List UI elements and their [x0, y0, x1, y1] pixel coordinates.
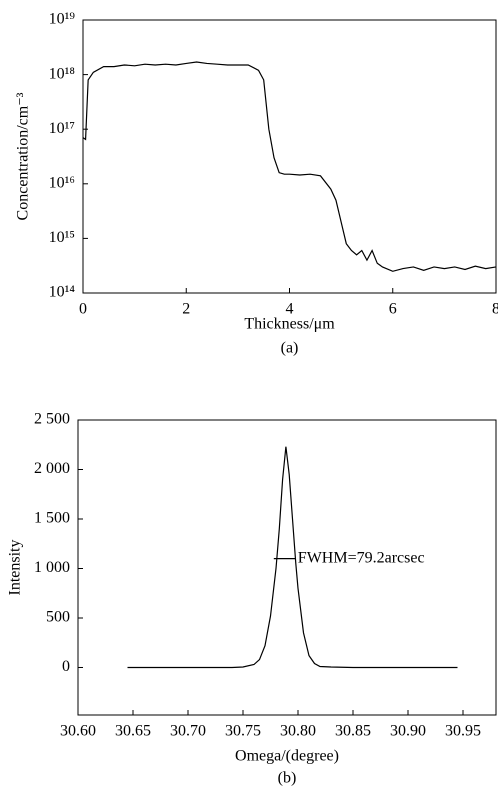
x-tick-label: 30.60	[60, 723, 96, 740]
plot-frame	[82, 19, 497, 294]
y-tick-label: 2 500	[34, 411, 70, 428]
caption: (b)	[278, 770, 297, 787]
x-tick-label: 2	[182, 301, 190, 318]
annotation: FWHM=79.2arcsec	[298, 549, 425, 566]
x-tick-label: 30.80	[280, 723, 316, 740]
y-tick-label: 2 000	[34, 460, 70, 477]
y-tick-label: 10¹⁷	[49, 120, 75, 137]
x-tick-label: 30.75	[225, 723, 261, 740]
y-tick-label: 500	[46, 609, 70, 626]
x-tick-label: 8	[492, 301, 498, 318]
y-tick-label: 10¹⁸	[49, 65, 75, 82]
x-tick-label: 4	[286, 301, 294, 318]
data-line	[127, 446, 458, 669]
y-axis-label: Concentration/cm⁻³	[15, 92, 32, 220]
data-line	[82, 61, 497, 272]
x-tick-label: 6	[389, 301, 397, 318]
x-tick-label: 30.70	[170, 723, 206, 740]
y-axis-label: Intensity	[7, 540, 24, 596]
x-tick-label: 30.85	[335, 723, 371, 740]
x-axis-label: Omega/(degree)	[235, 748, 339, 765]
caption: (a)	[281, 340, 299, 357]
y-tick-label: 10¹⁴	[49, 284, 76, 301]
y-tick-label: 10¹⁶	[49, 174, 75, 191]
y-tick-label: 10¹⁵	[49, 229, 75, 246]
x-tick-label: 30.90	[390, 723, 426, 740]
x-tick-label: 30.95	[445, 723, 481, 740]
x-tick-label: 30.65	[115, 723, 151, 740]
y-tick-label: 1 500	[34, 510, 70, 527]
plot-frame	[77, 419, 497, 716]
y-tick-label: 0	[62, 658, 70, 675]
x-tick-label: 0	[79, 301, 87, 318]
x-axis-label: Thickness/μm	[244, 316, 335, 333]
y-tick-label: 1 000	[34, 559, 70, 576]
y-tick-label: 10¹⁹	[49, 11, 76, 28]
